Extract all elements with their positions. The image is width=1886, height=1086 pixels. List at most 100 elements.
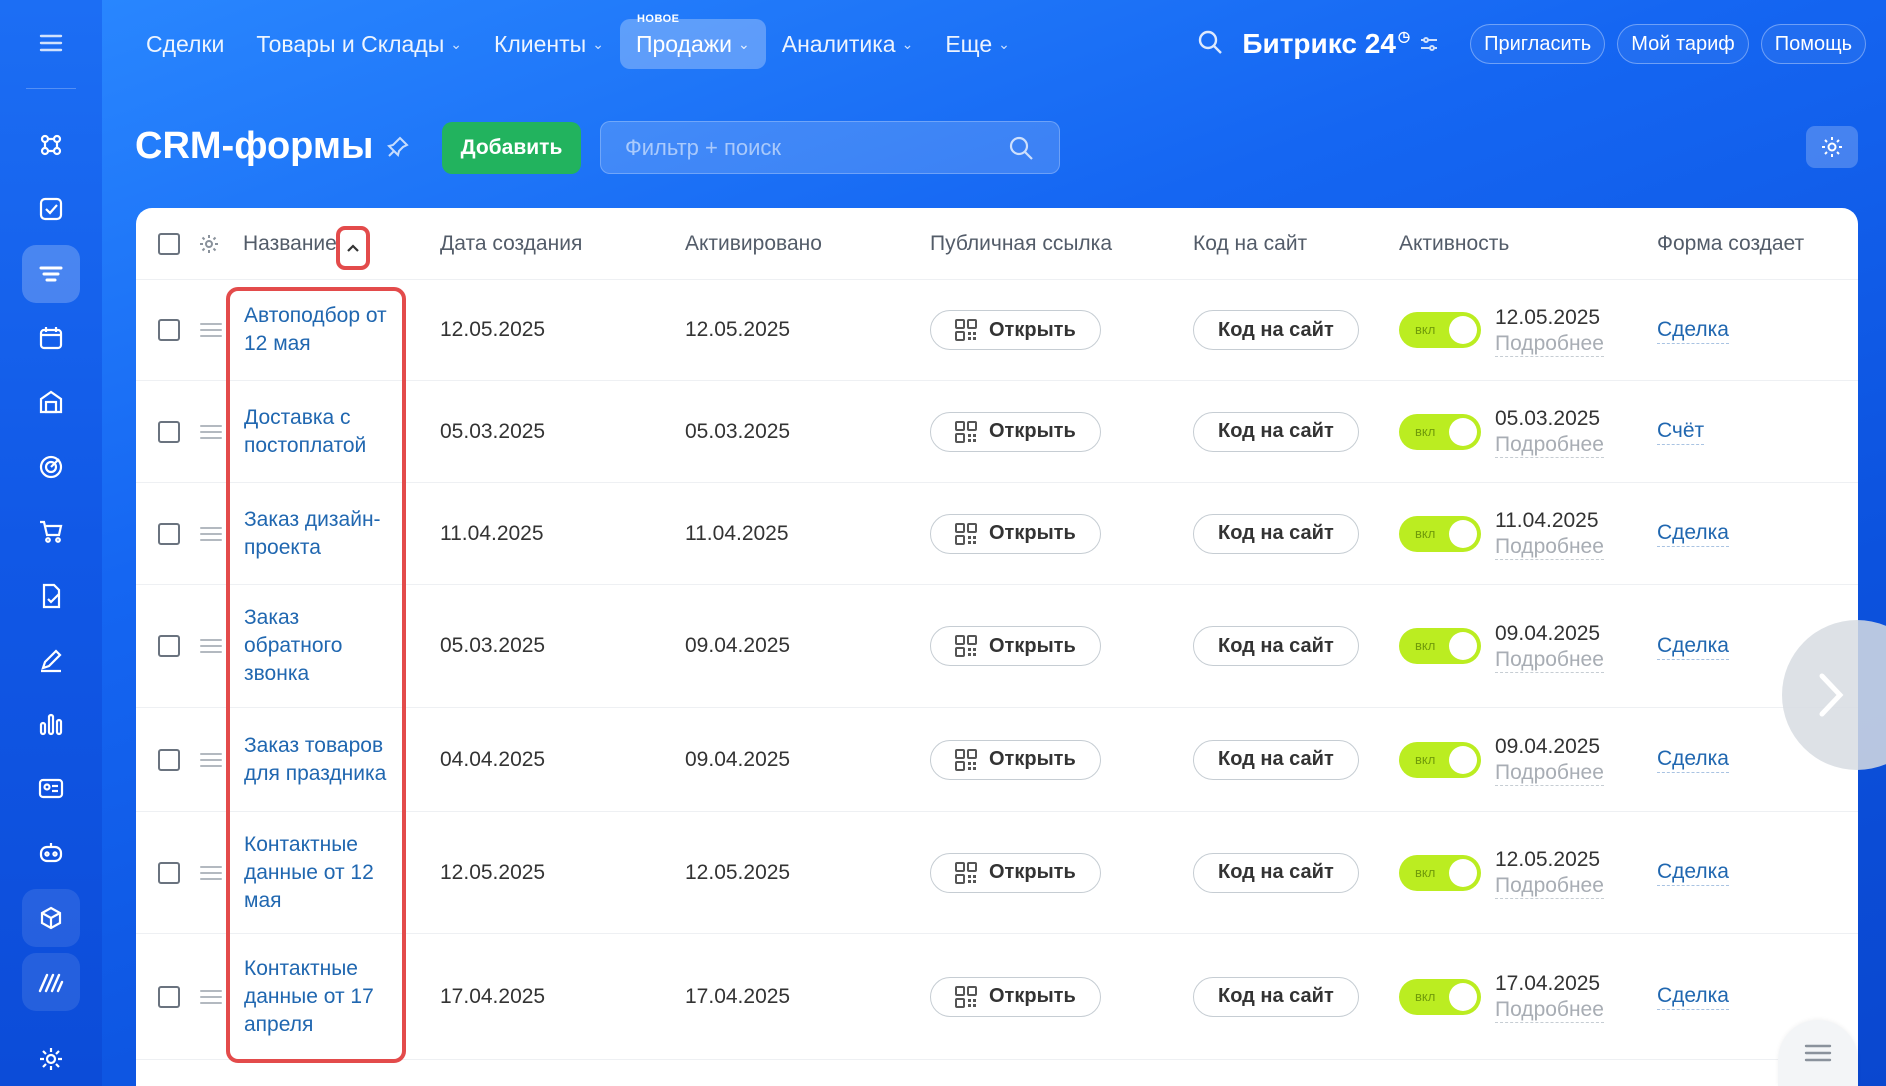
add-button[interactable]: Добавить [442, 122, 581, 174]
more-details-link[interactable]: Подробнее [1495, 874, 1604, 899]
open-public-link-button[interactable]: Открыть [930, 739, 1101, 780]
open-public-link-button[interactable]: Открыть [930, 411, 1101, 452]
column-header-form-creates[interactable]: Форма создает [1657, 232, 1805, 255]
drag-handle-icon[interactable] [200, 280, 222, 380]
nav-more[interactable]: Еще ⌄ [945, 30, 1010, 57]
drag-handle-icon[interactable] [200, 812, 222, 933]
my-tariff-button[interactable]: Мой тариф [1617, 24, 1749, 64]
page-settings-button[interactable] [1806, 126, 1858, 168]
sidebar-item-calendar-icon[interactable] [22, 309, 80, 367]
activity-toggle[interactable]: вкл [1399, 854, 1481, 891]
activity-toggle[interactable]: вкл [1399, 628, 1481, 664]
drag-handle-icon[interactable] [200, 381, 222, 482]
table-row[interactable]: Заказ обратного звонка 05.03.2025 09.04.20… [136, 585, 1858, 708]
site-code-button[interactable]: Код на сайт [1193, 513, 1359, 554]
search-icon[interactable] [1196, 28, 1224, 61]
column-header-activated[interactable]: Активировано [685, 232, 822, 255]
sort-ascending-button[interactable] [336, 226, 370, 270]
open-public-link-button[interactable]: Открыть [930, 513, 1101, 554]
pin-icon[interactable] [385, 134, 411, 160]
column-header-public-link[interactable]: Публичная ссылка [930, 232, 1112, 255]
bitrix24-logo[interactable]: Битрикс 24 ◷ [1242, 28, 1440, 60]
column-settings-gear-icon[interactable] [198, 208, 220, 280]
sidebar-item-analytics-icon[interactable] [22, 695, 80, 753]
sidebar-item-warehouse-icon[interactable] [22, 373, 80, 431]
sidebar-item-sign-icon[interactable] [22, 631, 80, 689]
sidebar-item-contact-card-icon[interactable] [22, 760, 80, 818]
table-row[interactable]: Заказ дизайн-проекта 11.04.2025 11.04.2025… [136, 483, 1858, 585]
form-name-link[interactable]: Контактные данные от 12 мая [244, 832, 374, 912]
more-details-link[interactable]: Подробнее [1495, 761, 1604, 786]
sidebar-item-tasks-icon[interactable] [22, 180, 80, 238]
form-name-link[interactable]: Автоподбор от 12 мая [244, 304, 387, 355]
more-details-link[interactable]: Подробнее [1495, 535, 1604, 560]
site-code-button[interactable]: Код на сайт [1193, 310, 1359, 350]
column-header-activity[interactable]: Активность [1399, 232, 1510, 255]
list-menu-button[interactable] [1778, 1020, 1858, 1086]
invite-button[interactable]: Пригласить [1470, 24, 1606, 64]
sidebar-item-target-icon[interactable] [22, 438, 80, 496]
drag-handle-icon[interactable] [200, 708, 222, 811]
nav-deals[interactable]: Сделки [146, 30, 225, 57]
site-code-button[interactable]: Код на сайт [1193, 739, 1359, 780]
entity-link[interactable]: Счёт [1657, 418, 1705, 445]
sidebar-item-sales-icon[interactable] [22, 245, 80, 303]
open-public-link-button[interactable]: Открыть [930, 976, 1101, 1017]
drag-handle-icon[interactable] [200, 585, 222, 707]
form-name-link[interactable]: Заказ дизайн-проекта [244, 507, 381, 559]
sidebar-item-crm-icon[interactable] [22, 116, 80, 174]
row-checkbox[interactable] [158, 812, 180, 933]
column-header-created[interactable]: Дата создания [440, 232, 583, 255]
table-row[interactable]: Контактные данные от 17 апреля 17.04.2025… [136, 934, 1858, 1060]
form-name-link[interactable]: Доставка с постоплатой [244, 405, 367, 457]
open-public-link-button[interactable]: Открыть [930, 626, 1101, 666]
more-details-link[interactable]: Подробнее [1495, 433, 1604, 458]
activity-toggle[interactable]: вкл [1399, 413, 1481, 450]
select-all-checkbox[interactable] [158, 208, 180, 280]
site-code-button[interactable]: Код на сайт [1193, 976, 1359, 1017]
entity-link[interactable]: Сделка [1657, 633, 1729, 660]
sidebar-item-brand-icon[interactable] [22, 953, 80, 1011]
table-row[interactable]: Контактные данные от 12 мая 12.05.2025 12.… [136, 812, 1858, 934]
sidebar-settings-gear-icon[interactable] [22, 1030, 80, 1086]
entity-link[interactable]: Сделка [1657, 317, 1729, 344]
column-header-name[interactable]: Название [243, 232, 337, 255]
form-name-link[interactable]: Заказ товаров для праздника [244, 733, 387, 785]
filter-search-box[interactable] [600, 121, 1060, 174]
search-input[interactable] [625, 134, 1007, 161]
drag-handle-icon[interactable] [200, 483, 222, 584]
column-header-site-code[interactable]: Код на сайт [1193, 232, 1308, 255]
sidebar-item-document-icon[interactable] [22, 567, 80, 625]
more-details-link[interactable]: Подробнее [1495, 998, 1604, 1023]
row-checkbox[interactable] [158, 483, 180, 584]
nav-sales[interactable]: НОВОЕ Продажи ⌄ [619, 13, 766, 69]
search-icon[interactable] [1007, 134, 1035, 162]
row-checkbox[interactable] [158, 934, 180, 1059]
nav-products-warehouses[interactable]: Товары и Склады ⌄ [256, 30, 462, 57]
row-checkbox[interactable] [158, 585, 180, 707]
sidebar-item-robot-icon[interactable] [22, 824, 80, 882]
site-code-button[interactable]: Код на сайт [1193, 411, 1359, 452]
open-public-link-button[interactable]: Открыть [930, 852, 1101, 893]
activity-toggle[interactable]: вкл [1399, 978, 1481, 1015]
help-button[interactable]: Помощь [1760, 24, 1866, 64]
site-code-button[interactable]: Код на сайт [1193, 626, 1359, 666]
activity-toggle[interactable]: вкл [1399, 312, 1481, 348]
entity-link[interactable]: Сделка [1657, 520, 1729, 547]
sidebar-item-box-icon[interactable] [22, 889, 80, 947]
drag-handle-icon[interactable] [200, 934, 222, 1059]
menu-icon[interactable] [22, 14, 80, 72]
open-public-link-button[interactable]: Открыть [930, 310, 1101, 350]
entity-link[interactable]: Сделка [1657, 983, 1729, 1010]
row-checkbox[interactable] [158, 280, 180, 380]
entity-link[interactable]: Сделка [1657, 746, 1729, 773]
table-row[interactable]: Автоподбор от 12 мая 12.05.2025 12.05.2025… [136, 280, 1858, 381]
row-checkbox[interactable] [158, 381, 180, 482]
nav-analytics[interactable]: Аналитика ⌄ [781, 30, 914, 57]
nav-clients[interactable]: Клиенты ⌄ [493, 30, 604, 57]
more-details-link[interactable]: Подробнее [1495, 647, 1604, 673]
activity-toggle[interactable]: вкл [1399, 741, 1481, 778]
entity-link[interactable]: Сделка [1657, 859, 1729, 886]
table-row[interactable]: Доставка с постоплатой 05.03.2025 05.03.20… [136, 381, 1858, 483]
activity-toggle[interactable]: вкл [1399, 515, 1481, 552]
